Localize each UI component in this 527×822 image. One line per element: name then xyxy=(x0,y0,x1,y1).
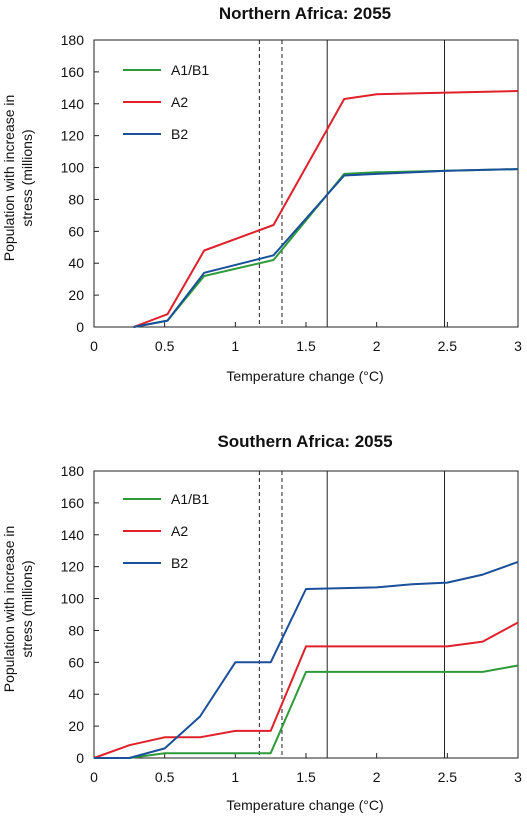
legend-label: A2 xyxy=(171,523,188,539)
y-tick-label: 120 xyxy=(61,128,85,144)
y-tick-label: 60 xyxy=(68,654,84,670)
y-tick-label: 0 xyxy=(76,750,84,766)
y-tick-label: 140 xyxy=(61,96,85,112)
x-tick-label: 0 xyxy=(90,769,98,785)
chart-southern-africa-svg: Southern Africa: 2055 Population with in… xyxy=(1,432,522,813)
x-tick-label: 1 xyxy=(231,338,239,354)
x-tick-label: 0.5 xyxy=(155,338,175,354)
chart-southern-africa: Southern Africa: 2055 Population with in… xyxy=(0,409,527,817)
y-axis-label-line1: Population with increase in xyxy=(1,95,17,262)
y-tick-label: 0 xyxy=(76,319,84,335)
y-tick-label: 40 xyxy=(68,686,84,702)
series-line-a2 xyxy=(93,621,519,759)
legend-label: A1/B1 xyxy=(171,62,209,78)
y-tick-label: 180 xyxy=(61,32,85,48)
x-tick-label: 3 xyxy=(514,338,522,354)
y-tick-label: 20 xyxy=(68,718,84,734)
x-tick-label: 0 xyxy=(90,338,98,354)
y-axis-label-line1: Population with increase in xyxy=(1,526,17,693)
x-tick-label: 2 xyxy=(373,769,381,785)
series-line-b2 xyxy=(133,168,519,328)
x-tick-label: 3 xyxy=(514,769,522,785)
y-tick-label: 80 xyxy=(68,622,84,638)
plot-frame xyxy=(93,39,519,328)
x-tick-label: 2.5 xyxy=(438,769,458,785)
x-tick-label: 1.5 xyxy=(296,769,316,785)
y-tick-label: 80 xyxy=(68,191,84,207)
x-tick-label: 1.5 xyxy=(296,338,316,354)
chart-northern-africa: Northern Africa: 2055 Population with in… xyxy=(0,0,527,408)
y-tick-label: 40 xyxy=(68,255,84,271)
legend-label: B2 xyxy=(171,555,188,571)
y-tick-label: 160 xyxy=(61,495,85,511)
x-tick-label: 0.5 xyxy=(155,769,175,785)
series-line-b2 xyxy=(94,560,519,759)
chart-title: Southern Africa: 2055 xyxy=(217,432,392,451)
plot-frame xyxy=(93,470,519,759)
x-axis-label: Temperature change (°C) xyxy=(226,368,383,384)
x-axis-label: Temperature change (°C) xyxy=(226,797,383,813)
series-line-a2 xyxy=(133,90,519,328)
legend-label: B2 xyxy=(171,126,188,142)
y-axis-label-line2: stress (millions) xyxy=(19,129,35,226)
y-tick-label: 140 xyxy=(61,527,85,543)
x-tick-label: 2.5 xyxy=(438,338,458,354)
y-tick-label: 100 xyxy=(61,591,85,607)
y-axis-label-line2: stress (millions) xyxy=(19,560,35,657)
y-tick-label: 60 xyxy=(68,223,84,239)
y-tick-label: 180 xyxy=(61,463,85,479)
x-tick-label: 1 xyxy=(231,769,239,785)
series-line-a1b1 xyxy=(133,168,519,328)
legend-label: A1/B1 xyxy=(171,491,209,507)
chart-title: Northern Africa: 2055 xyxy=(219,4,391,23)
series-line-a1b1 xyxy=(94,664,519,759)
chart-northern-africa-svg: Northern Africa: 2055 Population with in… xyxy=(1,4,522,384)
y-tick-label: 100 xyxy=(61,160,85,176)
legend-label: A2 xyxy=(171,94,188,110)
x-tick-label: 2 xyxy=(373,338,381,354)
y-tick-label: 160 xyxy=(61,64,85,80)
y-tick-label: 120 xyxy=(61,559,85,575)
y-tick-label: 20 xyxy=(68,287,84,303)
